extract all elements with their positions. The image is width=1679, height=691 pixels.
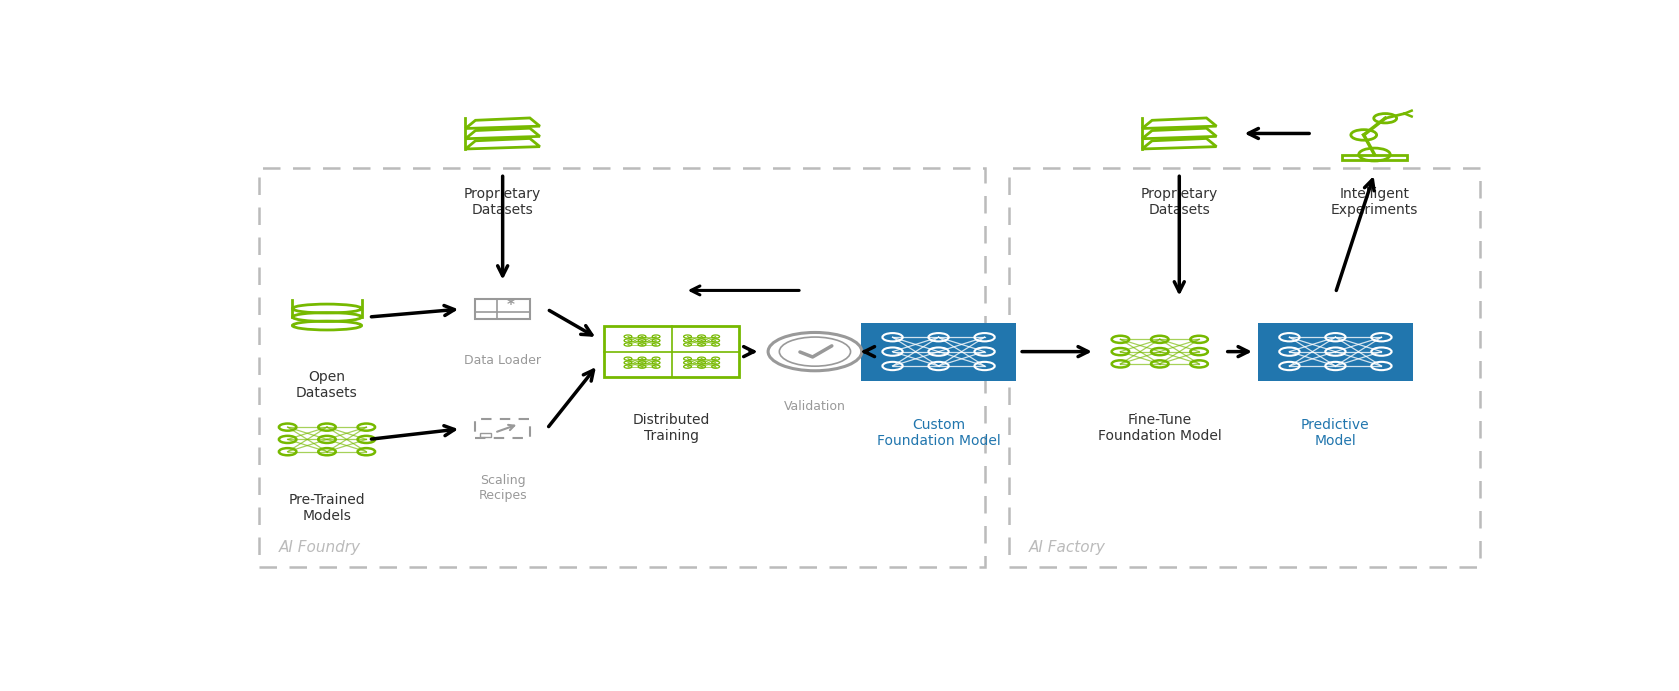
FancyBboxPatch shape xyxy=(861,323,1016,381)
Text: Intelligent
Experiments: Intelligent Experiments xyxy=(1331,187,1419,217)
Text: AI Foundry: AI Foundry xyxy=(279,540,361,556)
Bar xyxy=(1009,168,1479,567)
Text: Scaling
Recipes: Scaling Recipes xyxy=(479,474,527,502)
Text: Fine-Tune
Foundation Model: Fine-Tune Foundation Model xyxy=(1098,413,1222,443)
Bar xyxy=(475,419,531,439)
FancyBboxPatch shape xyxy=(1258,323,1414,381)
Text: Proprietary
Datasets: Proprietary Datasets xyxy=(463,187,541,217)
Text: AI Factory: AI Factory xyxy=(1028,540,1105,556)
Text: Proprietary
Datasets: Proprietary Datasets xyxy=(1140,187,1217,217)
Text: Validation: Validation xyxy=(784,399,846,413)
Bar xyxy=(475,299,531,319)
Text: Distributed
Training: Distributed Training xyxy=(633,413,710,443)
Text: Predictive
Model: Predictive Model xyxy=(1301,418,1370,448)
Bar xyxy=(1342,155,1407,160)
Text: Pre-Trained
Models: Pre-Trained Models xyxy=(289,493,366,523)
Text: Open
Datasets: Open Datasets xyxy=(296,370,358,401)
Text: Custom
Foundation Model: Custom Foundation Model xyxy=(876,418,1001,448)
Text: *: * xyxy=(507,299,515,313)
Text: Data Loader: Data Loader xyxy=(463,354,541,368)
Bar xyxy=(604,326,739,377)
Bar xyxy=(259,168,986,567)
Bar xyxy=(480,433,490,437)
